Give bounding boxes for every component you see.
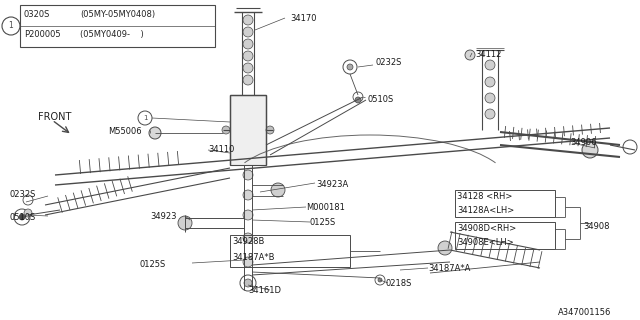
- Circle shape: [243, 170, 253, 180]
- Circle shape: [149, 127, 161, 139]
- Circle shape: [244, 279, 252, 287]
- Text: 34928B: 34928B: [232, 237, 264, 246]
- Text: M55006: M55006: [108, 127, 141, 136]
- Text: 34161D: 34161D: [248, 286, 281, 295]
- Circle shape: [243, 75, 253, 85]
- Circle shape: [222, 126, 230, 134]
- Circle shape: [582, 142, 598, 158]
- Circle shape: [378, 278, 382, 282]
- Circle shape: [243, 233, 253, 243]
- Text: 34128 <RH>: 34128 <RH>: [457, 192, 513, 201]
- Text: 34906: 34906: [570, 138, 596, 147]
- Text: 34923: 34923: [150, 212, 177, 221]
- Bar: [455, 190, 555, 217]
- Circle shape: [485, 93, 495, 103]
- Text: M000181: M000181: [306, 203, 345, 212]
- Circle shape: [271, 183, 285, 197]
- Text: 0125S: 0125S: [140, 260, 166, 269]
- Text: 34170: 34170: [290, 14, 317, 23]
- Circle shape: [19, 214, 25, 220]
- Text: 0125S: 0125S: [310, 218, 336, 227]
- Bar: [20, 5, 215, 47]
- Text: 0320S: 0320S: [24, 10, 51, 19]
- Circle shape: [355, 97, 361, 103]
- Circle shape: [178, 216, 192, 230]
- Circle shape: [243, 39, 253, 49]
- Circle shape: [243, 210, 253, 220]
- Text: 0232S: 0232S: [375, 58, 401, 67]
- Text: (05MY-05MY0408): (05MY-05MY0408): [80, 10, 155, 19]
- Circle shape: [243, 27, 253, 37]
- Text: 34110: 34110: [208, 145, 234, 154]
- Text: 34923A: 34923A: [316, 180, 348, 189]
- Text: (05MY0409-    ): (05MY0409- ): [80, 30, 144, 39]
- Text: 1: 1: [143, 115, 147, 121]
- Circle shape: [243, 15, 253, 25]
- Text: 0218S: 0218S: [385, 279, 412, 288]
- Text: 34112: 34112: [475, 50, 501, 59]
- Circle shape: [438, 241, 452, 255]
- Bar: [455, 222, 555, 249]
- Text: A347001156: A347001156: [558, 308, 611, 317]
- Circle shape: [243, 63, 253, 73]
- Text: FRONT: FRONT: [38, 112, 72, 122]
- Circle shape: [243, 51, 253, 61]
- Circle shape: [465, 50, 475, 60]
- Text: 34187A*A: 34187A*A: [428, 264, 470, 273]
- Text: 34187A*B: 34187A*B: [232, 253, 275, 262]
- Text: 34908E<LH>: 34908E<LH>: [457, 238, 514, 247]
- Circle shape: [24, 209, 32, 217]
- Circle shape: [243, 257, 253, 267]
- Text: 0510S: 0510S: [367, 95, 393, 104]
- Text: 34128A<LH>: 34128A<LH>: [457, 206, 515, 215]
- Circle shape: [485, 60, 495, 70]
- Text: 0232S: 0232S: [10, 190, 36, 199]
- Circle shape: [243, 190, 253, 200]
- Text: 34908D<RH>: 34908D<RH>: [457, 224, 516, 233]
- Text: 1: 1: [8, 21, 13, 30]
- Circle shape: [485, 109, 495, 119]
- Text: 0510S: 0510S: [10, 213, 36, 222]
- Text: P200005: P200005: [24, 30, 61, 39]
- Circle shape: [347, 64, 353, 70]
- Bar: [230, 235, 350, 267]
- Bar: [230, 95, 266, 165]
- Circle shape: [266, 126, 274, 134]
- Text: 34908: 34908: [583, 222, 609, 231]
- Circle shape: [485, 77, 495, 87]
